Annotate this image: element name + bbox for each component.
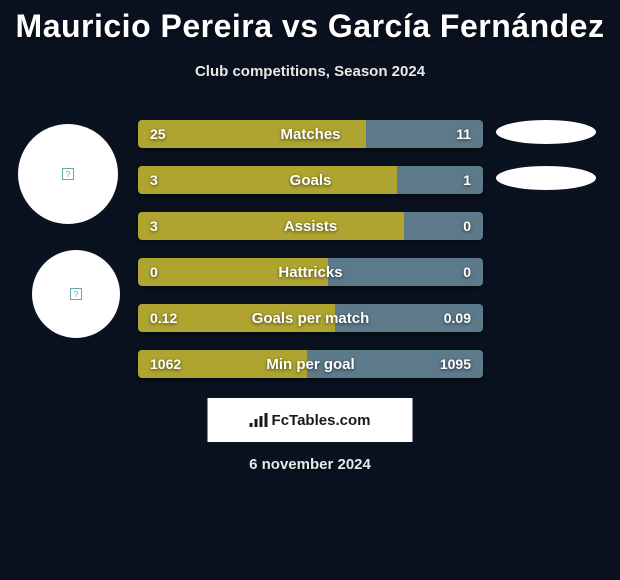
footer-date: 6 november 2024 — [0, 456, 620, 473]
stat-row: 10621095Min per goal — [138, 350, 483, 378]
stat-value-right: 11 — [456, 120, 471, 148]
subtitle: Club competitions, Season 2024 — [0, 63, 620, 80]
stat-bar-left — [138, 258, 328, 286]
missing-image-icon: ? — [62, 168, 74, 180]
stat-row: 0.120.09Goals per match — [138, 304, 483, 332]
stats-column: 2511Matches31Goals30Assists00Hattricks0.… — [138, 120, 483, 396]
stat-value-right: 0.09 — [444, 304, 471, 332]
stat-bar-right — [404, 212, 483, 240]
club-badge — [496, 120, 596, 144]
stat-value-right: 1 — [463, 166, 471, 194]
fctables-icon — [250, 413, 268, 427]
player1-avatar: ? — [18, 124, 118, 224]
footer-brand-text: FcTables.com — [272, 412, 371, 429]
stat-value-left: 0 — [150, 258, 158, 286]
stat-value-left: 1062 — [150, 350, 181, 378]
stat-value-left: 0.12 — [150, 304, 177, 332]
page-title: Mauricio Pereira vs García Fernández — [0, 0, 620, 45]
stat-value-right: 0 — [463, 212, 471, 240]
stat-row: 31Goals — [138, 166, 483, 194]
stat-value-right: 0 — [463, 258, 471, 286]
stat-bar-left — [138, 120, 366, 148]
stat-bar-left — [138, 212, 404, 240]
footer-brand-box[interactable]: FcTables.com — [208, 398, 413, 442]
stat-value-left: 25 — [150, 120, 166, 148]
stat-value-left: 3 — [150, 166, 158, 194]
stat-bar-left — [138, 166, 397, 194]
stat-bar-right — [328, 258, 483, 286]
missing-image-icon: ? — [70, 288, 82, 300]
stat-row: 2511Matches — [138, 120, 483, 148]
stat-row: 30Assists — [138, 212, 483, 240]
club-badge — [496, 166, 596, 190]
stat-value-left: 3 — [150, 212, 158, 240]
stat-row: 00Hattricks — [138, 258, 483, 286]
badges-column — [496, 120, 596, 212]
player2-avatar: ? — [32, 250, 120, 338]
stat-value-right: 1095 — [440, 350, 471, 378]
